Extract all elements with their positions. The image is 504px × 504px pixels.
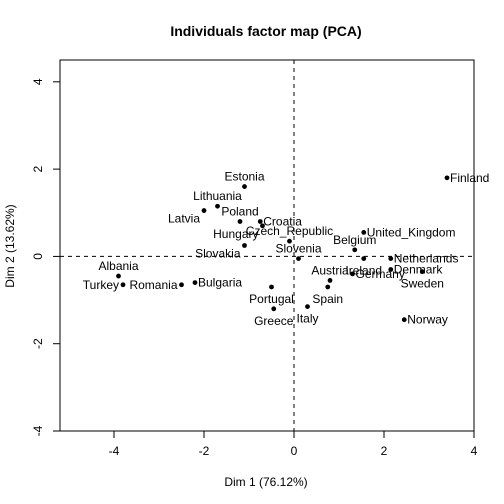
x-tick-label: -2 (199, 444, 210, 458)
data-point (401, 317, 407, 323)
point-label: Spain (312, 292, 343, 306)
point-label: Denmark (394, 263, 444, 277)
point-label: Slovakia (195, 247, 241, 261)
data-point (260, 223, 265, 229)
data-point (352, 247, 358, 253)
point-label: Croatia (263, 214, 302, 228)
y-axis-label: Dim 2 (13.62%) (3, 204, 17, 287)
point-label: Estonia (224, 170, 264, 184)
data-point (327, 278, 333, 283)
point-label: Bulgaria (198, 276, 242, 290)
point-label: Latvia (168, 212, 200, 226)
data-point (287, 238, 292, 244)
plot-frame (59, 59, 475, 432)
point-label: Portugal (249, 292, 294, 306)
data-point (271, 306, 277, 312)
y-tick-label: -2 (31, 338, 45, 349)
data-point (257, 219, 263, 224)
data-point (215, 203, 220, 209)
x-tick-label: 0 (291, 444, 298, 458)
data-point (361, 256, 367, 261)
data-point (350, 271, 355, 277)
point-label: Norway (407, 313, 448, 327)
x-tick-label: 4 (471, 444, 478, 458)
data-point (388, 267, 394, 272)
data-point (361, 230, 367, 235)
data-point (388, 256, 394, 261)
y-tick-label: 2 (31, 165, 45, 172)
data-points (116, 175, 450, 323)
point-label: Slovenia (275, 242, 321, 256)
data-point (179, 282, 184, 288)
point-label: Romania (129, 278, 177, 292)
data-point (305, 304, 310, 310)
data-point (296, 256, 301, 261)
point-label: Czech_Republic (246, 224, 333, 238)
point-label: Turkey (83, 278, 119, 292)
y-tick-label: 4 (31, 78, 45, 85)
data-point (269, 284, 274, 290)
point-label: Hungary (213, 227, 258, 241)
point-label: Sweden (401, 277, 444, 291)
point-label: Italy (296, 312, 318, 326)
data-point (242, 184, 247, 189)
reference-lines (60, 60, 474, 431)
data-point (242, 243, 247, 248)
point-label: Poland (221, 204, 258, 218)
chart-title: Individuals factor map (PCA) (170, 23, 361, 39)
y-tick-label: -4 (31, 425, 45, 436)
point-label: Ireland (345, 264, 382, 278)
data-point (201, 208, 207, 213)
point-label: Finland (450, 171, 489, 185)
data-point (237, 219, 243, 224)
point-label: Lithuania (193, 189, 242, 203)
y-axis: -4 -2 0 2 4 (31, 78, 61, 436)
x-tick-label: -4 (109, 444, 120, 458)
data-point (444, 175, 450, 181)
point-label: Belgium (333, 233, 376, 247)
data-point (325, 284, 331, 290)
point-label: Germany (356, 267, 405, 281)
y-tick-label: 0 (31, 253, 45, 260)
data-point (120, 282, 126, 288)
data-point (116, 273, 121, 279)
point-label: Greece (254, 314, 294, 328)
point-labels: Finland Estonia Lithuania Latvia Poland Croat… (83, 170, 490, 328)
x-axis: -4 -2 0 2 4 (109, 430, 478, 458)
point-label: Netherlands (394, 252, 459, 266)
x-tick-label: 2 (381, 444, 388, 458)
point-label: United_Kingdom (367, 225, 456, 239)
data-point (419, 269, 425, 275)
data-point (192, 280, 198, 285)
point-label: Austria (311, 263, 349, 277)
x-axis-label: Dim 1 (76.12%) (224, 475, 307, 489)
point-label: Albania (98, 259, 138, 273)
